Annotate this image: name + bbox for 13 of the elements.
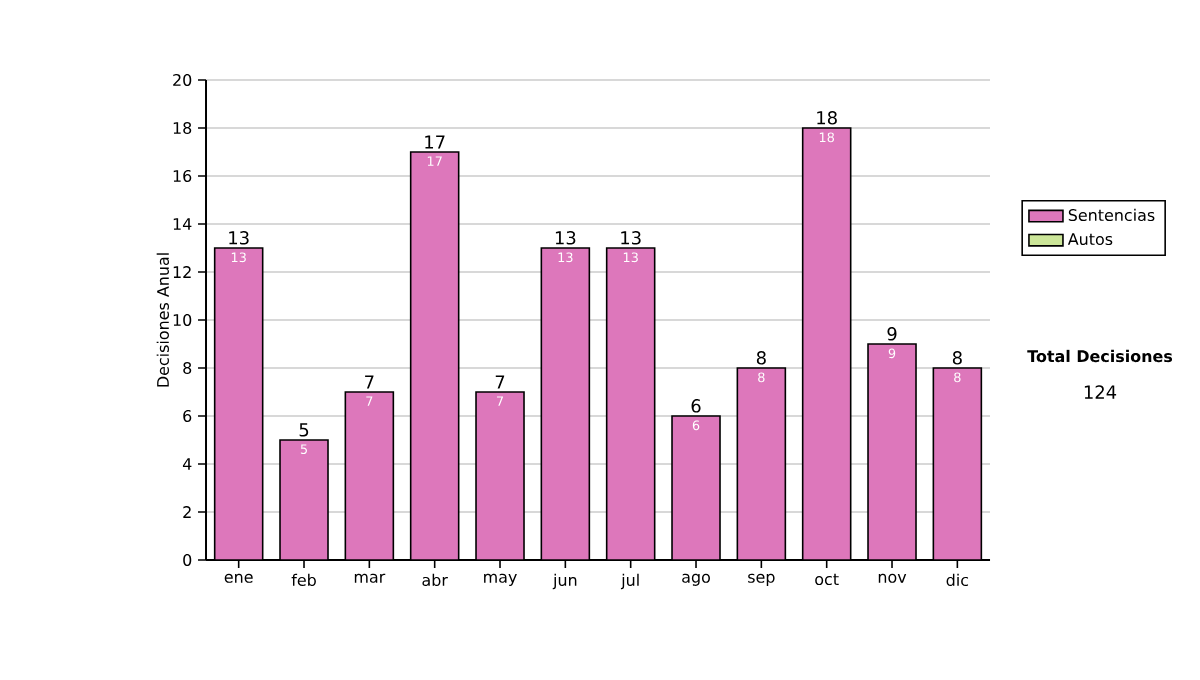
text: 124 — [1084, 385, 1117, 399]
total-label: 9 — [887, 327, 897, 341]
total-label: 7 — [495, 375, 505, 389]
total-label: 17 — [425, 135, 445, 149]
total-label: 8 — [756, 351, 766, 365]
total-label: 18 — [817, 111, 837, 125]
total-label: 13 — [555, 231, 576, 245]
total-label: 8 — [952, 351, 962, 365]
total-label: 13 — [229, 231, 249, 245]
total-label: 5 — [299, 423, 309, 437]
total-label: 13 — [621, 231, 641, 245]
total-label: 6 — [691, 399, 701, 413]
total-label: 7 — [365, 375, 374, 389]
